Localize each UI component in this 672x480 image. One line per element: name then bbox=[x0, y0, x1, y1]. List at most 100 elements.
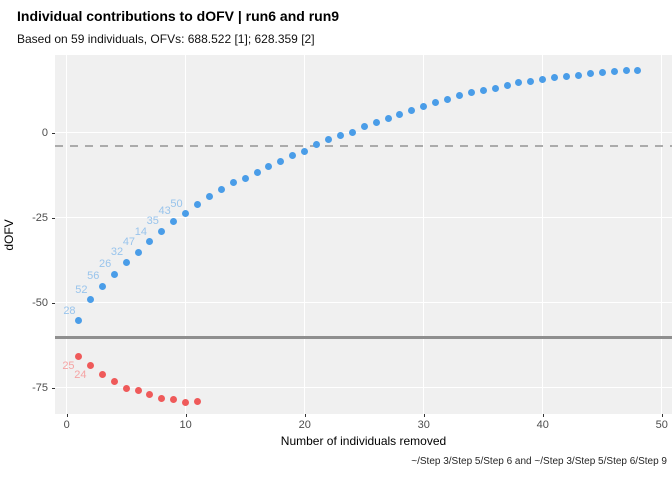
reference-line-solid bbox=[55, 336, 672, 340]
x-tick-label: 0 bbox=[63, 419, 70, 431]
data-point-blue bbox=[289, 152, 297, 160]
point-label: 56 bbox=[87, 270, 100, 283]
data-point-blue bbox=[551, 74, 559, 82]
data-point-red bbox=[134, 387, 142, 395]
data-point-blue bbox=[479, 86, 487, 94]
y-tick-label: -75 bbox=[32, 381, 48, 394]
data-point-blue bbox=[622, 66, 630, 74]
data-point-red bbox=[194, 398, 202, 406]
data-point-red bbox=[75, 353, 83, 361]
data-point-red bbox=[110, 378, 118, 386]
gridline-x bbox=[423, 55, 425, 414]
data-point-blue bbox=[205, 192, 213, 200]
data-point-blue bbox=[301, 147, 309, 155]
data-point-blue bbox=[313, 141, 321, 149]
point-label: 25 bbox=[62, 359, 75, 372]
data-point-blue bbox=[182, 210, 190, 218]
data-point-red bbox=[182, 398, 190, 406]
reference-line-dashed bbox=[55, 144, 672, 147]
data-point-blue bbox=[194, 201, 202, 209]
data-point-blue bbox=[444, 96, 452, 104]
plot-caption: ~/Step 3/Step 5/Step 6 and ~/Step 3/Step… bbox=[411, 456, 667, 467]
point-label: 26 bbox=[99, 258, 112, 271]
gridline-y bbox=[55, 302, 672, 304]
x-axis-tick bbox=[661, 414, 663, 417]
point-label: 50 bbox=[170, 197, 183, 210]
x-axis-tick bbox=[66, 414, 68, 417]
gridline-y bbox=[55, 217, 672, 219]
data-point-blue bbox=[241, 174, 249, 182]
point-label: 24 bbox=[74, 368, 87, 381]
data-point-blue bbox=[527, 77, 535, 85]
data-point-blue bbox=[253, 168, 261, 176]
point-label: 28 bbox=[63, 304, 76, 317]
data-point-red bbox=[86, 362, 94, 370]
data-point-blue bbox=[408, 106, 416, 114]
data-point-red bbox=[98, 371, 106, 379]
data-point-blue bbox=[122, 258, 130, 266]
data-point-blue bbox=[75, 317, 83, 325]
data-point-blue bbox=[134, 248, 142, 256]
data-point-blue bbox=[336, 131, 344, 139]
y-axis-tick bbox=[52, 387, 55, 389]
y-axis-title: dOFV bbox=[2, 219, 16, 251]
y-axis-tick bbox=[52, 132, 55, 134]
data-point-blue bbox=[265, 162, 273, 170]
data-point-blue bbox=[360, 123, 368, 131]
gridline-x bbox=[185, 55, 187, 414]
data-point-red bbox=[170, 396, 178, 404]
data-point-blue bbox=[396, 110, 404, 118]
x-tick-label: 40 bbox=[536, 419, 549, 431]
data-point-blue bbox=[217, 186, 225, 194]
data-point-blue bbox=[610, 67, 618, 75]
x-axis-tick bbox=[423, 414, 425, 417]
data-point-blue bbox=[503, 82, 511, 90]
data-point-blue bbox=[158, 227, 166, 235]
data-point-blue bbox=[98, 282, 106, 290]
x-axis-tick bbox=[304, 414, 306, 417]
plot-panel: 28 52 56 26 32 47 14 35 43 50 25 24 bbox=[55, 55, 672, 414]
data-point-blue bbox=[229, 178, 237, 186]
data-point-red bbox=[158, 394, 166, 402]
gridline-x bbox=[661, 55, 663, 414]
point-label: 35 bbox=[146, 215, 159, 228]
x-tick-label: 20 bbox=[298, 419, 311, 431]
data-point-blue bbox=[170, 217, 178, 225]
data-point-blue bbox=[372, 119, 380, 127]
y-axis-tick bbox=[52, 302, 55, 304]
point-label: 47 bbox=[122, 236, 136, 249]
plot-subtitle: Based on 59 individuals, OFVs: 688.522 [… bbox=[17, 32, 315, 46]
data-point-blue bbox=[539, 75, 547, 83]
data-point-blue bbox=[86, 296, 94, 304]
y-tick-label: -25 bbox=[32, 211, 48, 224]
gridline-y bbox=[55, 387, 672, 389]
x-axis-tick bbox=[542, 414, 544, 417]
data-point-blue bbox=[277, 158, 285, 166]
x-tick-label: 30 bbox=[417, 419, 430, 431]
data-point-blue bbox=[455, 91, 463, 99]
data-point-blue bbox=[146, 238, 154, 246]
data-point-blue bbox=[598, 69, 606, 77]
x-tick-label: 50 bbox=[655, 419, 668, 431]
data-point-blue bbox=[110, 270, 118, 278]
point-label: 14 bbox=[134, 225, 147, 238]
data-point-blue bbox=[432, 98, 440, 106]
gridline-x bbox=[66, 55, 68, 414]
data-point-blue bbox=[563, 73, 571, 81]
data-point-blue bbox=[325, 136, 332, 144]
y-axis-tick bbox=[52, 217, 55, 219]
data-point-blue bbox=[574, 71, 582, 79]
data-point-blue bbox=[420, 102, 428, 110]
point-label: 32 bbox=[110, 246, 124, 259]
gridline-x bbox=[304, 55, 306, 414]
data-point-red bbox=[122, 384, 130, 392]
x-axis-title: Number of individuals removed bbox=[280, 434, 447, 448]
plot-title: Individual contributions to dOFV | run6 … bbox=[17, 8, 340, 24]
point-label: 43 bbox=[158, 205, 171, 218]
data-point-red bbox=[146, 390, 154, 398]
gridline-y bbox=[55, 132, 672, 134]
data-point-blue bbox=[634, 66, 642, 74]
data-point-blue bbox=[515, 78, 523, 86]
point-label: 52 bbox=[75, 283, 88, 296]
